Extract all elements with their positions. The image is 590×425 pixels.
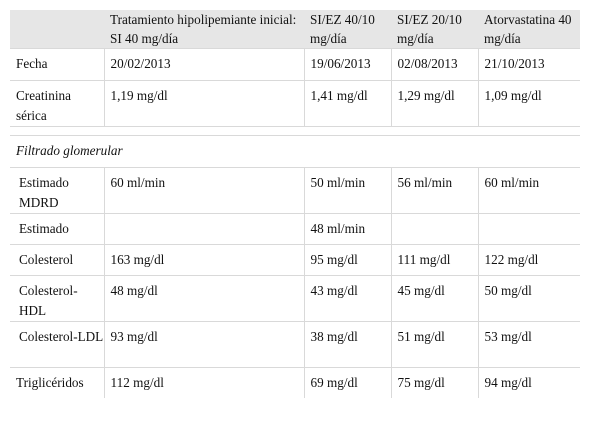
table-cell: 51 mg/dl [390, 321, 478, 368]
table-cell: 1,19 mg/dl [103, 80, 304, 127]
header-cell-atorvastatina: Atorvastatina 40 mg/día [478, 10, 580, 49]
table-cell: 43 mg/dl [303, 275, 391, 322]
table-cell: 38 mg/dl [303, 321, 391, 368]
table-cell: 75 mg/dl [390, 367, 478, 398]
header-cell-initial-treatment: Tratamiento hipolipemiante inicial: SI 4… [104, 10, 304, 49]
table-cell: 1,41 mg/dl [303, 80, 391, 127]
table-cell: 163 mg/dl [103, 244, 304, 276]
table-cell: 50 ml/min [303, 167, 391, 214]
table-cell [103, 213, 304, 245]
table-cell: 48 ml/min [303, 213, 391, 245]
table-row-mdrd: Estimado MDRD 60 ml/min 50 ml/min 56 ml/… [10, 167, 580, 214]
table-cell [390, 213, 478, 245]
table-cell: 19/06/2013 [303, 48, 391, 81]
spacer-row [10, 126, 580, 136]
table-cell [477, 213, 580, 245]
table-cell: 112 mg/dl [103, 367, 304, 398]
table-cell: 50 mg/dl [477, 275, 580, 322]
table-cell: 94 mg/dl [477, 367, 580, 398]
row-label: Colesterol [10, 244, 104, 276]
table-row-trigliceridos: Triglicéridos 112 mg/dl 69 mg/dl 75 mg/d… [10, 367, 580, 398]
row-label: Colesterol-HDL [10, 275, 104, 322]
section-title: Filtrado glomerular [10, 135, 580, 168]
table-cell: 53 mg/dl [477, 321, 580, 368]
spacer-cell [10, 126, 580, 136]
table-row-ldl: Colesterol-LDL 93 mg/dl 38 mg/dl 51 mg/d… [10, 321, 580, 368]
table-cell: 20/02/2013 [103, 48, 304, 81]
table-cell: 48 mg/dl [103, 275, 304, 322]
table-cell: 02/08/2013 [390, 48, 478, 81]
table-cell: 45 mg/dl [390, 275, 478, 322]
header-cell-si-ez-40-10: SI/EZ 40/10 mg/día [304, 10, 391, 49]
table-cell: 93 mg/dl [103, 321, 304, 368]
table-row-hdl: Colesterol-HDL 48 mg/dl 43 mg/dl 45 mg/d… [10, 275, 580, 322]
header-cell-si-ez-20-10: SI/EZ 20/10 mg/día [391, 10, 478, 49]
table-cell: 1,29 mg/dl [390, 80, 478, 127]
row-label: Estimado MDRD [10, 167, 104, 214]
table-cell: 69 mg/dl [303, 367, 391, 398]
row-label: Colesterol-LDL [10, 321, 104, 368]
lab-results-table: Tratamiento hipolipemiante inicial: SI 4… [10, 10, 580, 398]
table-row-creatinina: Creatinina sérica 1,19 mg/dl 1,41 mg/dl … [10, 80, 580, 127]
row-label: Estimado [10, 213, 104, 245]
table-cell: 60 ml/min [477, 167, 580, 214]
row-label: Fecha [10, 48, 104, 81]
table-cell: 60 ml/min [103, 167, 304, 214]
table-cell: 111 mg/dl [390, 244, 478, 276]
table-cell: 56 ml/min [390, 167, 478, 214]
table-row-estimado: Estimado 48 ml/min [10, 213, 580, 245]
header-cell-parameter [10, 10, 104, 49]
section-row-filtrado: Filtrado glomerular [10, 135, 580, 168]
table-row-fecha: Fecha 20/02/2013 19/06/2013 02/08/2013 2… [10, 48, 580, 81]
table-header-row: Tratamiento hipolipemiante inicial: SI 4… [10, 10, 580, 49]
table-container: Tratamiento hipolipemiante inicial: SI 4… [10, 10, 580, 398]
table-cell: 95 mg/dl [303, 244, 391, 276]
table-cell: 21/10/2013 [477, 48, 580, 81]
row-label: Creatinina sérica [10, 80, 104, 127]
table-row-colesterol: Colesterol 163 mg/dl 95 mg/dl 111 mg/dl … [10, 244, 580, 276]
table-cell: 122 mg/dl [477, 244, 580, 276]
table-cell: 1,09 mg/dl [477, 80, 580, 127]
row-label: Triglicéridos [10, 367, 104, 398]
